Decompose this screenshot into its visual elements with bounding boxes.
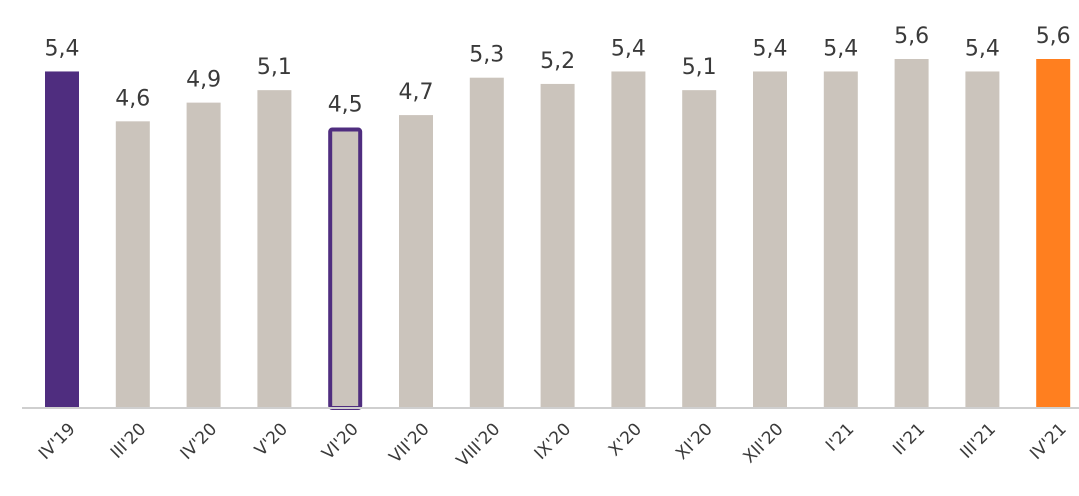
bar-IV'20	[186, 102, 221, 408]
value-labels: 5,4 4,6 4,9 5,1 4,5 4,7 5,3 5,2 5,4 5,1 5,4 5,4 5,6 5…	[45, 24, 1071, 118]
bar-III'21	[965, 71, 1000, 408]
bar-II'21	[894, 59, 929, 408]
bar-XII'20	[753, 71, 787, 408]
bar-I'21	[823, 71, 858, 408]
bar-V'20	[257, 90, 292, 409]
value-label-XI'20: 5,1	[682, 55, 717, 80]
value-label-III'21: 5,4	[965, 36, 1000, 61]
value-label-I'21: 5,4	[823, 36, 858, 61]
value-label-X'20: 5,4	[611, 36, 646, 61]
x-tick-label-V'20: V'20	[251, 419, 292, 460]
value-label-II'21: 5,6	[894, 24, 929, 49]
value-label-IV'20: 4,9	[186, 68, 221, 93]
bar-XI'20	[682, 90, 717, 409]
value-label-IX'20: 5,2	[540, 49, 575, 74]
bars	[45, 59, 1071, 411]
value-label-VII'20: 4,7	[399, 80, 434, 105]
value-label-IV'21: 5,6	[1036, 24, 1071, 49]
bar-IV'19	[45, 71, 79, 408]
x-tick-label-IV'19: IV'19	[35, 419, 80, 464]
x-tick-label-VII'20: VII'20	[385, 419, 433, 467]
bar-IV'21	[1036, 59, 1071, 408]
x-axis-tick-labels: IV'19 III'20 IV'20 V'20 VI'20 VII'20 VIII'20 IX…	[35, 419, 1071, 471]
value-label-VI'20: 4,5	[328, 93, 363, 118]
bar-VIII'20	[469, 77, 504, 409]
bar-III'20	[115, 121, 150, 409]
value-label-IV'19: 5,4	[45, 36, 80, 61]
x-tick-label-III'21: III'21	[957, 419, 1000, 462]
x-tick-label-VI'20: VI'20	[318, 419, 363, 464]
value-label-V'20: 5,1	[257, 55, 292, 80]
x-tick-label-VIII'20: VIII'20	[453, 419, 505, 471]
x-tick-label-IV'21: IV'21	[1026, 419, 1071, 464]
bar-IX'20	[540, 83, 575, 408]
value-label-XII'20: 5,4	[753, 36, 788, 61]
bar-VII'20	[399, 115, 433, 408]
value-label-VIII'20: 5,3	[469, 43, 504, 68]
bar-VI'20	[328, 127, 363, 411]
x-tick-label-XII'20: XII'20	[739, 419, 787, 467]
x-tick-label-III'20: III'20	[107, 419, 150, 462]
bar-X'20	[611, 71, 646, 408]
x-tick-label-I'21: I'21	[822, 419, 858, 455]
x-tick-label-XI'20: XI'20	[672, 419, 717, 464]
value-label-III'20: 4,6	[115, 86, 150, 111]
x-tick-label-IX'20: IX'20	[531, 419, 576, 464]
x-tick-label-IV'20: IV'20	[177, 419, 222, 464]
x-tick-label-II'21: II'21	[889, 419, 929, 459]
x-tick-label-X'20: X'20	[605, 419, 646, 460]
